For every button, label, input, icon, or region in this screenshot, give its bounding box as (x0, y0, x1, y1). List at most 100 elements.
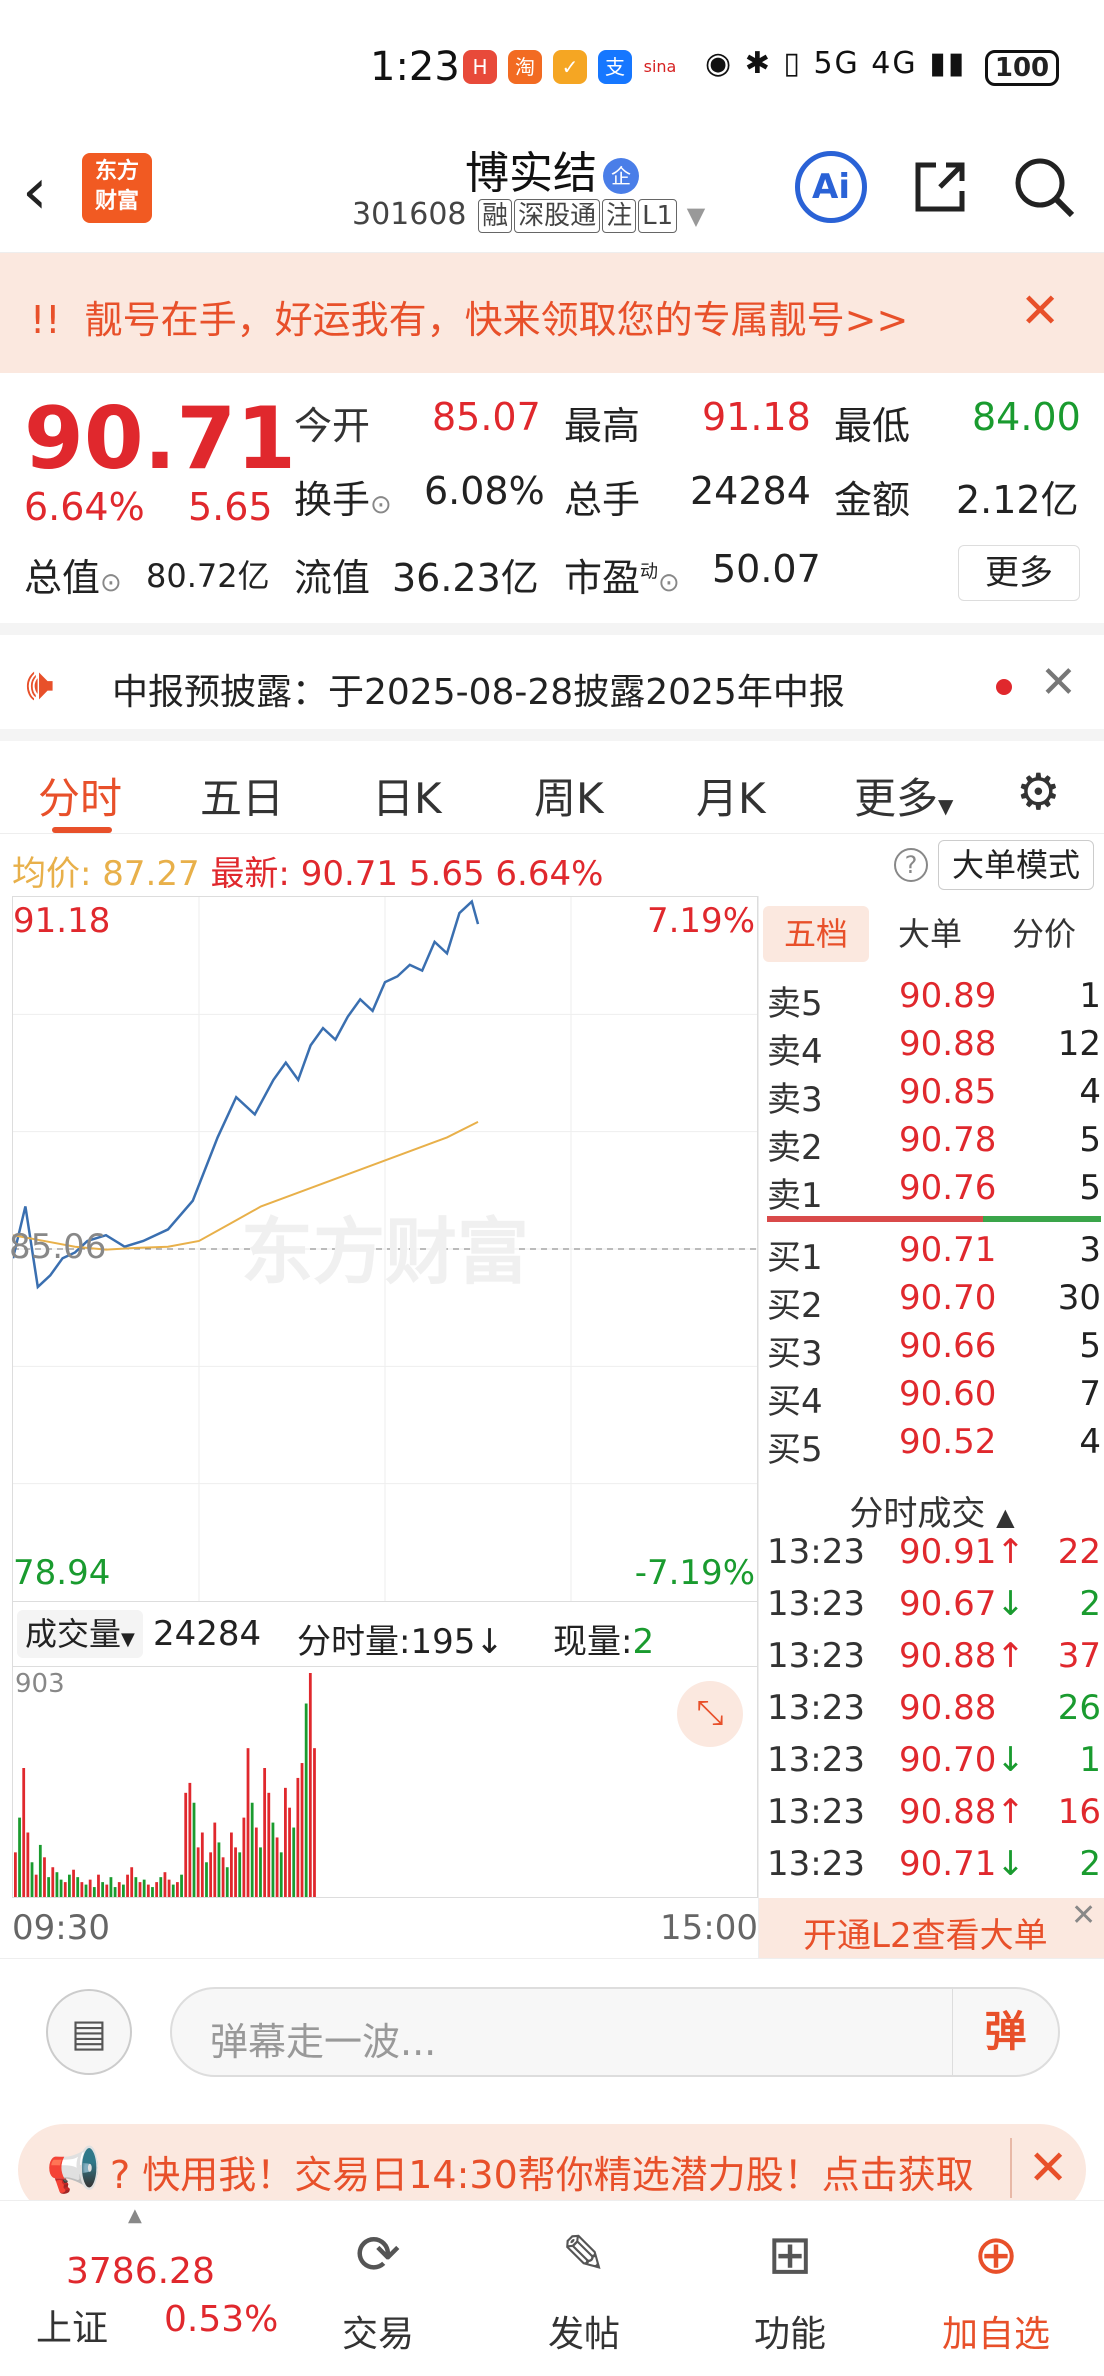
ai-button[interactable]: Ai (795, 151, 867, 223)
volume-bar (163, 1872, 167, 1897)
bid-volume: 7 (1079, 1374, 1101, 1414)
volume-chart[interactable]: 903 ⤡ (12, 1666, 758, 1898)
bid-price: 90.52 (899, 1422, 997, 1462)
volume-bar (142, 1879, 146, 1897)
low-label: 最低 (834, 404, 911, 448)
caret-up-icon: ▲ (128, 2205, 142, 2226)
order-book-tabs: 五档 大单 分价 (759, 896, 1104, 966)
close-icon[interactable]: ✕ (1040, 657, 1077, 708)
volume-bar (117, 1882, 121, 1897)
bid-row: 买5 90.52 4 (759, 1422, 1104, 1470)
ask-label: 卖2 (767, 1128, 823, 1168)
bid-price: 90.71 (899, 1230, 997, 1270)
tab-five-day[interactable]: 五日 (200, 774, 285, 823)
ask-price: 90.76 (899, 1168, 997, 1208)
notice-bar[interactable]: 🕪 中报预披露：于2025-08-28披露2025年中报 ✕ (0, 623, 1104, 729)
tab-daily-k[interactable]: 日K (372, 774, 442, 823)
volume-bar (167, 1879, 171, 1897)
ask-row: 卖2 90.78 5 (759, 1120, 1104, 1168)
ask-label: 卖3 (767, 1080, 823, 1120)
ask-volume: 5 (1079, 1168, 1101, 1208)
volume-bar (72, 1869, 75, 1897)
indicator-select[interactable]: 成交量▼ (17, 1610, 143, 1658)
close-icon[interactable]: ✕ (1020, 283, 1061, 339)
tick-price: 90.88 (899, 1688, 997, 1728)
tick-row: 13:23 90.71↓ 2 (759, 1844, 1104, 1892)
axis-top-pct: 7.19% (646, 901, 755, 941)
l2-upgrade-banner[interactable]: 开通L2查看大单 ✕ (759, 1898, 1104, 1958)
axis-top-price: 91.18 (13, 901, 111, 941)
open-field: 今开 (294, 404, 371, 448)
nav-post[interactable]: ✎ 发帖 (484, 2201, 684, 2376)
tab-more[interactable]: 更多▼ (854, 774, 954, 823)
tab-intraday[interactable]: 分时 (38, 774, 123, 823)
nav-index[interactable]: ▲ 3786.28 上证 0.53% (0, 2201, 278, 2376)
index-name: 上证 (36, 2308, 109, 2349)
expand-icon[interactable]: ⤡ (677, 1681, 743, 1747)
volume-bar (26, 1832, 30, 1897)
bottom-nav: ▲ 3786.28 上证 0.53% ⟳ 交易 ✎ 发帖 ⊞ 功能 ⊕ 加自选 (0, 2200, 1104, 2376)
tab-big-orders[interactable]: 大单 (897, 915, 962, 953)
more-button[interactable]: 更多 (958, 545, 1080, 601)
nav-add-watchlist[interactable]: ⊕ 加自选 (896, 2201, 1096, 2376)
gear-icon[interactable]: ⚙ (1016, 763, 1061, 821)
bid-label: 买1 (767, 1238, 823, 1278)
ticks-title[interactable]: 分时成交 ▲ (849, 1494, 1015, 1534)
close-icon[interactable]: ✕ (1010, 2138, 1068, 2198)
volume-bar (84, 1884, 88, 1897)
search-icon[interactable] (1012, 155, 1076, 219)
bid-label: 买2 (767, 1286, 823, 1326)
tick-price: 90.88↑ (899, 1792, 1025, 1832)
danmaku-settings-icon[interactable]: ▤ (46, 1989, 132, 2075)
danmaku-send-button[interactable]: 弹 (952, 1989, 1058, 2075)
volume-chart-svg (14, 1673, 316, 1897)
nav-trade[interactable]: ⟳ 交易 (278, 2201, 478, 2376)
help-icon[interactable]: ? (894, 848, 928, 882)
back-icon[interactable]: ‹ (22, 155, 48, 229)
nav-functions[interactable]: ⊞ 功能 (690, 2201, 890, 2376)
intraday-chart[interactable]: 东方财富 91.18 7.19% 85.06 78.94 -7.19% (9, 896, 758, 1602)
huawei-app-icon: H (463, 50, 497, 84)
volume-bar (155, 1882, 159, 1897)
volume-bar (134, 1877, 138, 1897)
time-axis: 09:30 15:00 (12, 1898, 758, 1958)
status-bar: 1:23 H 淘 ✓ 支 sina ◉ ✱ ▯ 5G 4G ▮▮ 100 (0, 0, 1104, 135)
last-price: 90.71 (24, 389, 297, 489)
danmaku-input[interactable]: 弹幕走一波... 弹 (170, 1987, 1060, 2077)
bid-price: 90.66 (899, 1326, 997, 1366)
bid-label: 买4 (767, 1382, 823, 1422)
alipay-app-icon: 支 (598, 50, 632, 84)
promo-banner[interactable]: !! 靓号在手，好运我有，快来领取您的专属靓号>> ✕ (0, 253, 1104, 373)
volume-bar (122, 1884, 125, 1897)
volume-bar (14, 1852, 17, 1897)
nav-post-label: 发帖 (547, 2314, 620, 2355)
tab-price-dist[interactable]: 分价 (1011, 915, 1076, 953)
share-icon[interactable] (910, 157, 970, 217)
volume-bar (308, 1673, 312, 1897)
tick-row: 13:23 90.88↑ 37 (759, 1636, 1104, 1684)
volume-bar (296, 1777, 300, 1897)
tab-five-levels[interactable]: 五档 (763, 906, 869, 962)
close-icon[interactable]: ✕ (1071, 1898, 1097, 1933)
volume-bar (63, 1882, 67, 1897)
total-volume: 24284 (153, 1614, 262, 1654)
sina-app-icon: sina (643, 50, 677, 84)
big-order-mode-button[interactable]: 大单模式 (938, 840, 1094, 890)
active-tab-indicator (52, 827, 112, 833)
high-label: 最高 (564, 404, 641, 448)
tab-monthly-k[interactable]: 月K (696, 774, 766, 823)
tab-weekly-k[interactable]: 周K (534, 774, 604, 823)
quote-panel: 90.71 6.64% 5.65 今开 85.07 最高 91.18 最低 84… (0, 373, 1104, 623)
volume-bar (188, 1782, 192, 1897)
ask-row: 卖5 90.89 1 (759, 976, 1104, 1024)
stock-title: 博实结企 (0, 137, 1104, 201)
volume-bar (180, 1874, 183, 1897)
volume-bar (138, 1882, 142, 1897)
axis-bottom-price: 78.94 (13, 1553, 111, 1593)
volume-bar (242, 1817, 246, 1897)
volume-bar (34, 1874, 38, 1897)
volume-bar (217, 1842, 221, 1897)
volume-bar (88, 1879, 92, 1897)
stock-code-row[interactable]: 301608 融深股通注 L1 ▼ (352, 197, 705, 233)
speaker-icon: 🕪 (26, 659, 54, 710)
